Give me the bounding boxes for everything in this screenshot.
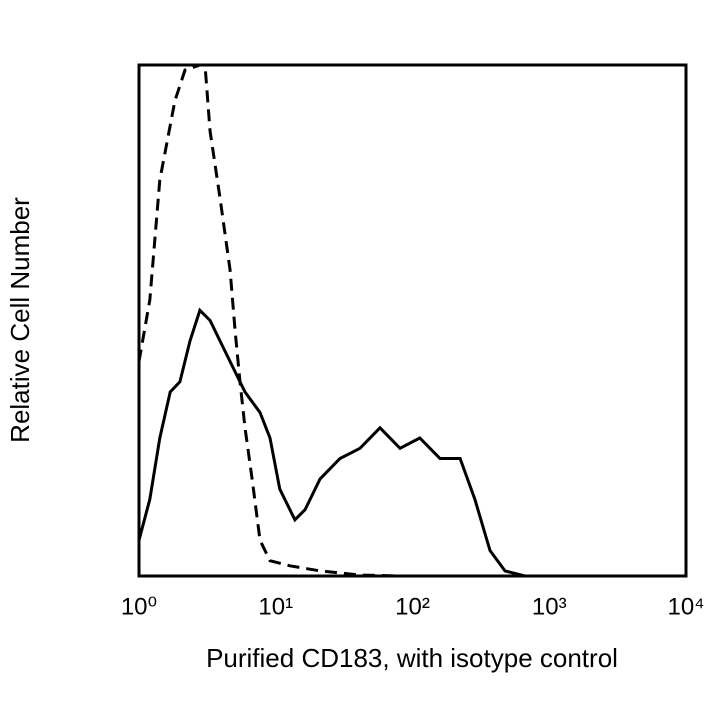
x-tick-label: 10¹ <box>258 593 293 620</box>
histogram-line <box>137 307 526 578</box>
x-tick-label: 10⁰ <box>121 593 157 620</box>
x-tick-label: 10³ <box>532 593 567 620</box>
x-axis-label: Purified CD183, with isotype control <box>206 643 618 673</box>
y-axis-label: Relative Cell Number <box>5 197 35 443</box>
x-tick-label: 10⁴ <box>667 593 704 620</box>
plot-frame <box>137 63 688 578</box>
histogram-line <box>137 63 401 578</box>
x-tick-label: 10² <box>395 593 430 620</box>
